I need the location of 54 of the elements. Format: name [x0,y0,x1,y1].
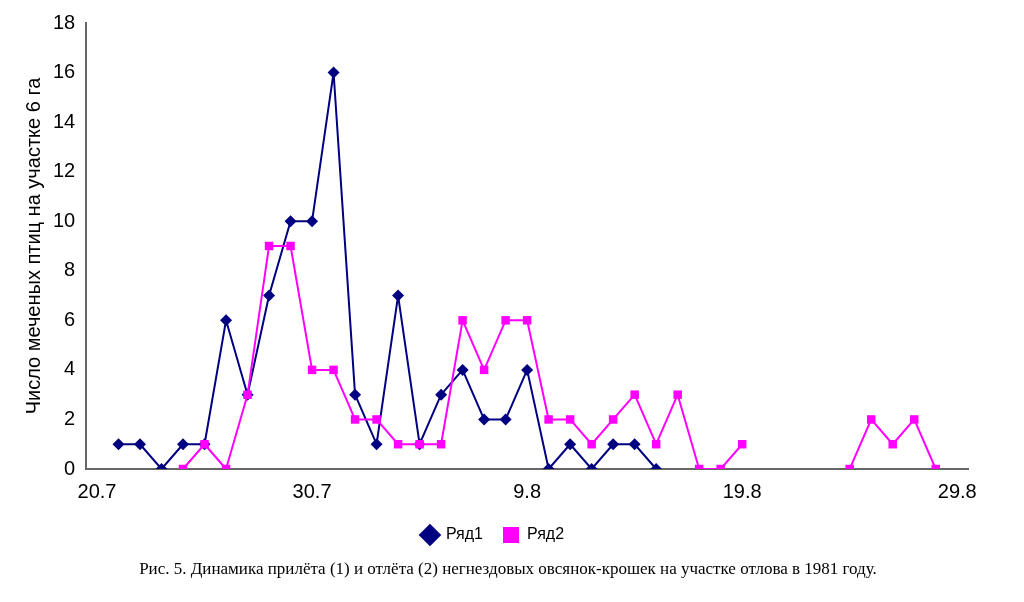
y-tick-label: 6 [64,307,76,330]
legend-label: Ряд1 [445,525,484,543]
point [435,388,448,401]
point [392,289,405,302]
point [134,438,147,451]
point [329,365,338,375]
y-tick-label: 10 [53,208,76,231]
y-tick-label: 2 [64,406,76,429]
y-tick-label: 18 [53,10,76,33]
point [522,316,532,325]
point [112,438,125,451]
legend-label: Ряд2 [527,525,565,543]
point [220,314,233,327]
text: Рис. 5. Динамика прилёта (1) и отлёта (2) негнездовых овсянок-крошек на участке отлова в 1981 году. [138,559,878,579]
point [909,415,919,424]
point [608,415,618,424]
point [263,289,276,302]
point [284,215,297,228]
point [286,241,295,251]
point [499,413,512,426]
x-tick-label: 9.8 [513,479,542,502]
point [564,438,577,451]
point [673,390,682,399]
x-tick-label: 30.7 [292,479,332,502]
point [866,415,876,424]
y-tick-label: 0 [64,456,76,479]
y-axis-title: Число меченых птиц на участке 6 га [21,76,44,415]
point [501,316,510,325]
point [456,363,469,376]
x-tick-label: 20.7 [77,479,117,502]
point [478,413,491,426]
point [349,388,362,401]
point [350,415,360,424]
point [628,438,641,451]
y-tick-label: 12 [53,159,76,182]
point [587,439,596,449]
point [177,438,190,451]
point [888,439,897,449]
x-tick-label: 19.8 [722,479,762,502]
point [327,66,340,79]
point [607,438,620,451]
x-tick-label: 29.8 [937,479,977,502]
y-tick-label: 14 [53,109,76,132]
point [544,415,553,424]
y-tick-label: 8 [64,258,76,281]
point [565,415,575,424]
point [370,438,383,451]
y-tick-label: 16 [53,60,76,83]
point [458,316,467,325]
point [630,390,639,399]
point [372,415,381,424]
point [306,215,319,228]
point [521,363,534,376]
y-tick-label: 4 [64,357,76,380]
